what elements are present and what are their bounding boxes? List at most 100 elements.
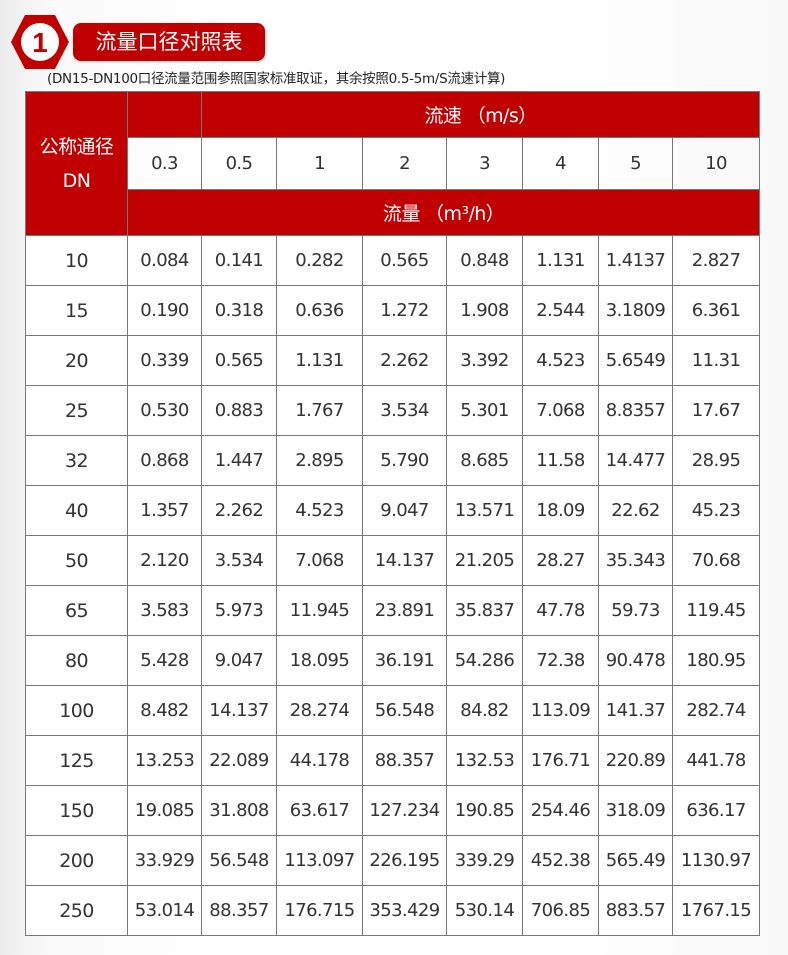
flow-cell: 5.428 bbox=[127, 635, 202, 686]
flow-cell: 5.790 bbox=[362, 435, 447, 486]
velocity-cell: 5 bbox=[598, 137, 673, 190]
velocity-cell: 0.5 bbox=[201, 137, 277, 190]
velocity-cell: 3 bbox=[446, 137, 523, 190]
flow-cell: 14.137 bbox=[201, 685, 277, 736]
flow-cell: 5.6549 bbox=[598, 335, 673, 386]
flow-cell: 2.262 bbox=[201, 485, 277, 536]
flow-cell: 176.71 bbox=[522, 735, 599, 786]
flow-cell: 0.636 bbox=[276, 285, 363, 336]
dn-cell: 20 bbox=[25, 335, 128, 386]
flow-cell: 7.068 bbox=[276, 535, 363, 586]
dn-cell: 40 bbox=[25, 485, 128, 536]
flow-cell: 18.095 bbox=[276, 635, 363, 686]
flow-cell: 23.891 bbox=[362, 585, 447, 636]
flow-cell: 7.068 bbox=[522, 385, 599, 436]
flow-cell: 63.617 bbox=[276, 785, 363, 836]
dn-cell: 125 bbox=[25, 735, 128, 786]
flow-cell: 119.45 bbox=[671, 585, 761, 636]
flow-cell: 28.95 bbox=[671, 435, 761, 486]
flow-cell: 132.53 bbox=[446, 735, 523, 786]
flow-cell: 452.38 bbox=[522, 835, 599, 886]
flow-cell: 3.534 bbox=[362, 385, 447, 436]
flow-cell: 8.482 bbox=[127, 685, 202, 736]
flow-cell: 13.253 bbox=[127, 735, 202, 786]
flow-cell: 28.274 bbox=[276, 685, 363, 736]
flow-cell: 13.571 bbox=[446, 485, 523, 536]
flow-cell: 2.544 bbox=[522, 285, 599, 336]
flow-cell: 282.74 bbox=[671, 685, 761, 736]
flow-cell: 5.301 bbox=[446, 385, 523, 436]
flow-cell: 36.191 bbox=[362, 635, 447, 686]
flow-cell: 35.837 bbox=[446, 585, 523, 636]
flow-cell: 220.89 bbox=[598, 735, 673, 786]
table-row: 32 0.868 1.447 2.895 5.790 8.685 11.58 14.477 28… bbox=[25, 435, 761, 486]
flow-cell: 190.85 bbox=[446, 785, 523, 836]
velocity-cell: 0.3 bbox=[127, 137, 202, 190]
step-badge: 1 bbox=[10, 14, 70, 70]
flow-cell: 318.09 bbox=[598, 785, 673, 836]
flow-cell: 0.868 bbox=[127, 435, 202, 486]
table-row: 25 0.530 0.883 1.767 3.534 5.301 7.068 8.8357 17… bbox=[25, 385, 761, 436]
flow-cell: 44.178 bbox=[276, 735, 363, 786]
dn-cell: 80 bbox=[25, 635, 128, 686]
flow-cell: 0.190 bbox=[127, 285, 202, 336]
dn-cell: 150 bbox=[25, 785, 128, 836]
flow-cell: 3.392 bbox=[446, 335, 523, 386]
flow-cell: 6.361 bbox=[671, 285, 761, 336]
flow-cell: 18.09 bbox=[522, 485, 599, 536]
table-row: 40 1.357 2.262 4.523 9.047 13.571 18.09 22.62 45… bbox=[25, 485, 761, 536]
flow-cell: 0.141 bbox=[201, 235, 277, 286]
table-row: 50 2.120 3.534 7.068 14.137 21.205 28.27 35.343… bbox=[25, 535, 761, 586]
dn-header-label: 公称通径 bbox=[39, 135, 114, 158]
flow-cell: 1.4137 bbox=[598, 235, 673, 286]
flow-cell: 88.357 bbox=[362, 735, 447, 786]
dn-cell: 50 bbox=[25, 535, 128, 586]
flow-cell: 21.205 bbox=[446, 535, 523, 586]
flow-cell: 14.477 bbox=[598, 435, 673, 486]
flow-cell: 1.131 bbox=[522, 235, 599, 286]
velocity-cell: 2 bbox=[362, 137, 447, 190]
flow-cell: 90.478 bbox=[598, 635, 673, 686]
dn-cell: 65 bbox=[25, 585, 128, 636]
flow-cell: 441.78 bbox=[671, 735, 761, 786]
flow-cell: 113.097 bbox=[276, 835, 363, 886]
flow-cell: 254.46 bbox=[522, 785, 599, 836]
flow-cell: 22.62 bbox=[598, 485, 673, 536]
flow-cell: 22.089 bbox=[201, 735, 277, 786]
flow-cell: 127.234 bbox=[362, 785, 447, 836]
page-title: 流量口径对照表 bbox=[73, 23, 265, 61]
flow-cell: 883.57 bbox=[598, 885, 673, 936]
flow-cell: 56.548 bbox=[201, 835, 277, 886]
flow-cell: 47.78 bbox=[522, 585, 599, 636]
flow-cell: 3.583 bbox=[127, 585, 202, 636]
flow-cell: 1.357 bbox=[127, 485, 202, 536]
flow-cell: 1.272 bbox=[362, 285, 447, 336]
velocity-cell: 10 bbox=[671, 137, 761, 190]
flow-cell: 2.262 bbox=[362, 335, 447, 386]
table-row: 250 53.014 88.357 176.715 353.429 530.14 706.8… bbox=[25, 885, 761, 936]
flow-cell: 3.534 bbox=[201, 535, 277, 586]
flow-cell: 0.084 bbox=[127, 235, 202, 286]
blank-header-cell bbox=[127, 91, 202, 138]
flow-cell: 180.95 bbox=[671, 635, 761, 686]
flow-cell: 84.82 bbox=[446, 685, 523, 736]
dn-cell: 100 bbox=[25, 685, 128, 736]
dn-cell: 15 bbox=[25, 285, 128, 336]
hexagon-number-icon: 1 bbox=[11, 15, 69, 69]
dn-cell: 200 bbox=[25, 835, 128, 886]
flow-cell: 2.120 bbox=[127, 535, 202, 586]
flow-cell: 9.047 bbox=[201, 635, 277, 686]
table-row: 10 0.084 0.141 0.282 0.565 0.848 1.131 1.4137 2.… bbox=[25, 235, 761, 286]
flow-cell: 56.548 bbox=[362, 685, 447, 736]
flow-cell: 0.565 bbox=[362, 235, 447, 286]
dn-cell: 32 bbox=[25, 435, 128, 486]
flow-cell: 33.929 bbox=[127, 835, 202, 886]
flow-cell: 11.945 bbox=[276, 585, 363, 636]
velocity-header: 流速 （m/s） bbox=[200, 91, 761, 138]
table-row: 200 33.929 56.548 113.097 226.195 339.29 452.3… bbox=[25, 835, 761, 886]
flow-cell: 28.27 bbox=[522, 535, 599, 586]
flow-cell: 88.357 bbox=[201, 885, 277, 936]
flow-cell: 72.38 bbox=[522, 635, 599, 686]
flow-cell: 4.523 bbox=[276, 485, 363, 536]
dn-cell: 25 bbox=[25, 385, 128, 436]
